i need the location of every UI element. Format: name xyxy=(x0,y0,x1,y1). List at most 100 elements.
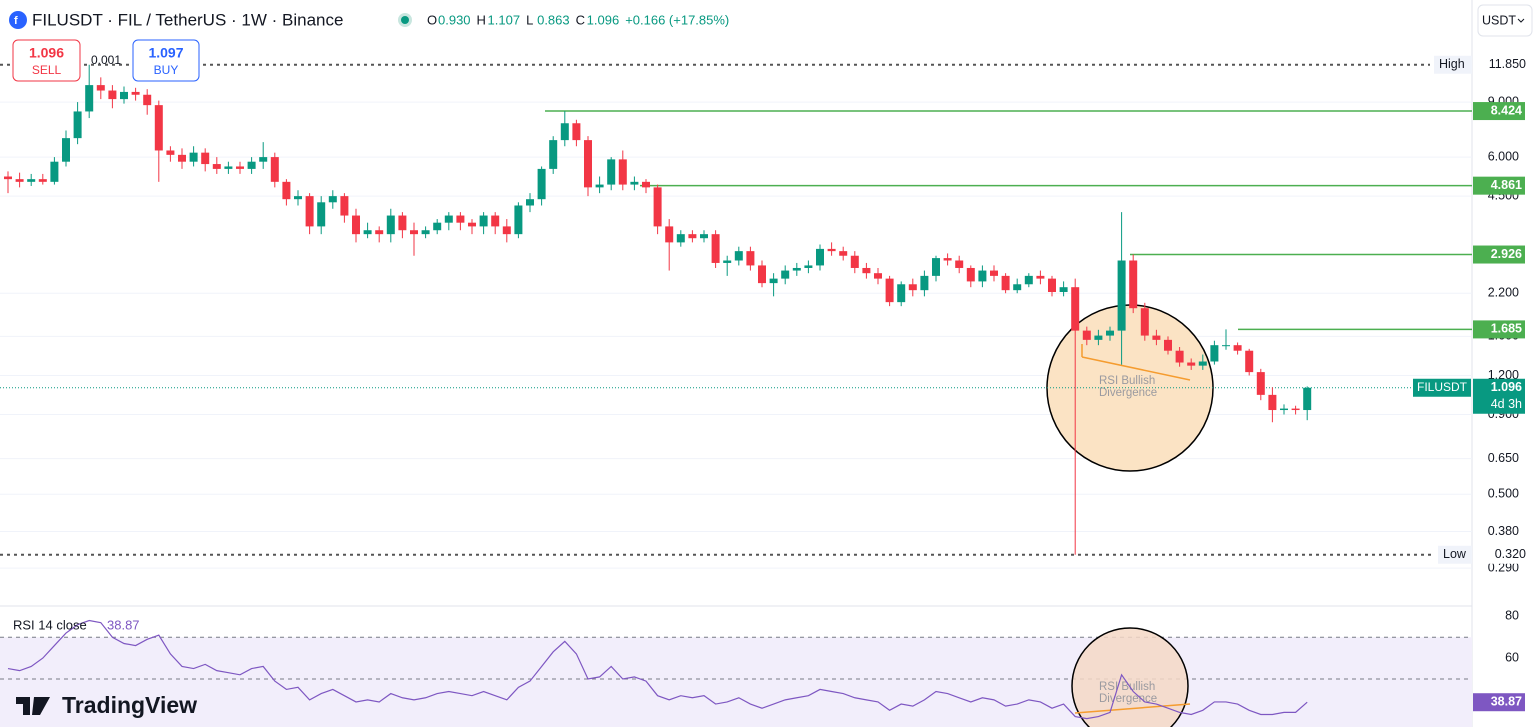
candle-body xyxy=(85,85,94,112)
candle-body xyxy=(386,215,395,235)
y-tick-label: 0.290 xyxy=(1488,560,1519,574)
candle-body xyxy=(932,258,940,276)
candle-body xyxy=(108,90,117,100)
marker-value: 11.850 xyxy=(1489,57,1526,71)
ohlc-change: +0.166 (+17.85%) xyxy=(625,12,729,27)
candle-body xyxy=(352,215,360,235)
buy-button[interactable] xyxy=(132,39,200,82)
candle-body xyxy=(143,94,152,106)
symbol-title[interactable]: FILUSDT · FIL / TetherUS · 1W · Binance xyxy=(32,10,343,29)
candle-body xyxy=(560,123,569,141)
candle-body xyxy=(317,202,326,227)
candle-body xyxy=(897,284,906,303)
candle-body xyxy=(166,150,175,155)
candle-body xyxy=(4,176,12,180)
candle-body xyxy=(328,196,337,203)
candle-body xyxy=(294,196,302,200)
candle-body xyxy=(433,222,442,231)
candle-body xyxy=(537,168,546,200)
candle-body xyxy=(120,91,128,100)
candle-body xyxy=(178,154,186,162)
candle-body xyxy=(1013,284,1022,291)
candle-body xyxy=(990,270,998,276)
brand-logo-dot xyxy=(36,697,44,705)
spread: 0.001 xyxy=(91,53,121,67)
symbol-label: FILUSDT xyxy=(1417,380,1468,394)
candle-body xyxy=(1198,361,1207,366)
ohlc-key: L xyxy=(526,12,533,27)
candle-body xyxy=(1256,372,1265,395)
rsi-value-box xyxy=(1473,693,1525,712)
candle-body xyxy=(746,251,755,266)
level-label: 1.685 xyxy=(1491,322,1522,336)
marker-value: 0.320 xyxy=(1495,547,1526,561)
symbol-logo xyxy=(9,11,27,29)
candle-body xyxy=(839,251,848,256)
marker-label-box xyxy=(1438,545,1472,564)
candle-body xyxy=(410,230,418,235)
symbol-label-box xyxy=(1413,378,1471,397)
marker-label: High xyxy=(1439,57,1465,71)
y-tick-label: 6.000 xyxy=(1488,149,1519,163)
candle-body xyxy=(734,251,743,261)
candle-body xyxy=(1071,287,1080,331)
last-price-label: 1.096 xyxy=(1491,380,1522,394)
overlay-layer: f FILUSDT · FIL / TetherUS · 1W · Binanc… xyxy=(9,4,1533,718)
candle-body xyxy=(270,157,279,182)
candle-body xyxy=(862,267,871,274)
last-price-box xyxy=(1473,378,1525,414)
level-label-box xyxy=(1473,245,1525,264)
candle-body xyxy=(50,161,59,182)
candle-body xyxy=(27,179,36,182)
candle-body xyxy=(665,226,674,243)
level-label: 4.861 xyxy=(1491,178,1522,192)
marker-value-box xyxy=(1473,545,1529,564)
candle-body xyxy=(1024,275,1033,285)
dropdown-chevron xyxy=(1517,18,1525,23)
rsi-title: RSI 14 close xyxy=(13,617,87,632)
currency-dropdown[interactable] xyxy=(1477,4,1533,37)
currency-label: USDT xyxy=(1482,13,1516,27)
annotation-circle xyxy=(1071,627,1189,727)
buy-label: BUY xyxy=(154,63,179,77)
rsi-value: 38.87 xyxy=(107,617,140,632)
ohlc-value: 1.107 xyxy=(488,12,521,27)
ohlc-value: 1.096 xyxy=(587,12,620,27)
buy-price: 1.097 xyxy=(148,45,183,61)
candle-body xyxy=(1001,275,1010,291)
ohlc-key: H xyxy=(477,12,486,27)
annotation-text: RSI Bullish xyxy=(1099,375,1155,387)
candle-body xyxy=(247,161,256,169)
candle-body xyxy=(502,226,511,235)
brand-name: TradingView xyxy=(62,692,197,718)
ohlc-key: O xyxy=(427,12,437,27)
sell-button[interactable] xyxy=(12,39,81,82)
ohlc-value: 0.930 xyxy=(438,12,471,27)
status-dot xyxy=(401,16,409,24)
y-tick-label: 60 xyxy=(1505,650,1519,664)
candle-body xyxy=(885,278,894,303)
level-label: 2.926 xyxy=(1491,247,1522,261)
y-tick-label: 0.650 xyxy=(1488,451,1519,465)
symbol-logo-glyph: f xyxy=(14,15,18,27)
candle-body xyxy=(827,248,836,252)
marker-label: Low xyxy=(1443,547,1467,561)
divergence-line xyxy=(1081,356,1191,381)
candle-body xyxy=(1291,408,1300,411)
candle-body xyxy=(978,270,987,282)
ohlc-legend: O 0.930 H 1.107 L 0.863 C 1.096 +0.166 (+17.85%) xyxy=(427,12,729,27)
y-tick-label: 2.200 xyxy=(1488,286,1519,300)
ohlc-key: C xyxy=(576,12,585,27)
candle-body xyxy=(491,215,500,227)
candle-body xyxy=(804,265,813,268)
countdown-label: 4d 3h xyxy=(1491,397,1522,411)
candle-body xyxy=(1233,345,1242,351)
candle-body xyxy=(1059,287,1068,292)
candle-body xyxy=(572,123,581,141)
candle-body xyxy=(398,215,407,231)
candle-body xyxy=(630,181,639,185)
candle-body xyxy=(781,270,790,279)
candle-body xyxy=(1129,260,1138,309)
rsi-band-fill xyxy=(0,637,1472,727)
